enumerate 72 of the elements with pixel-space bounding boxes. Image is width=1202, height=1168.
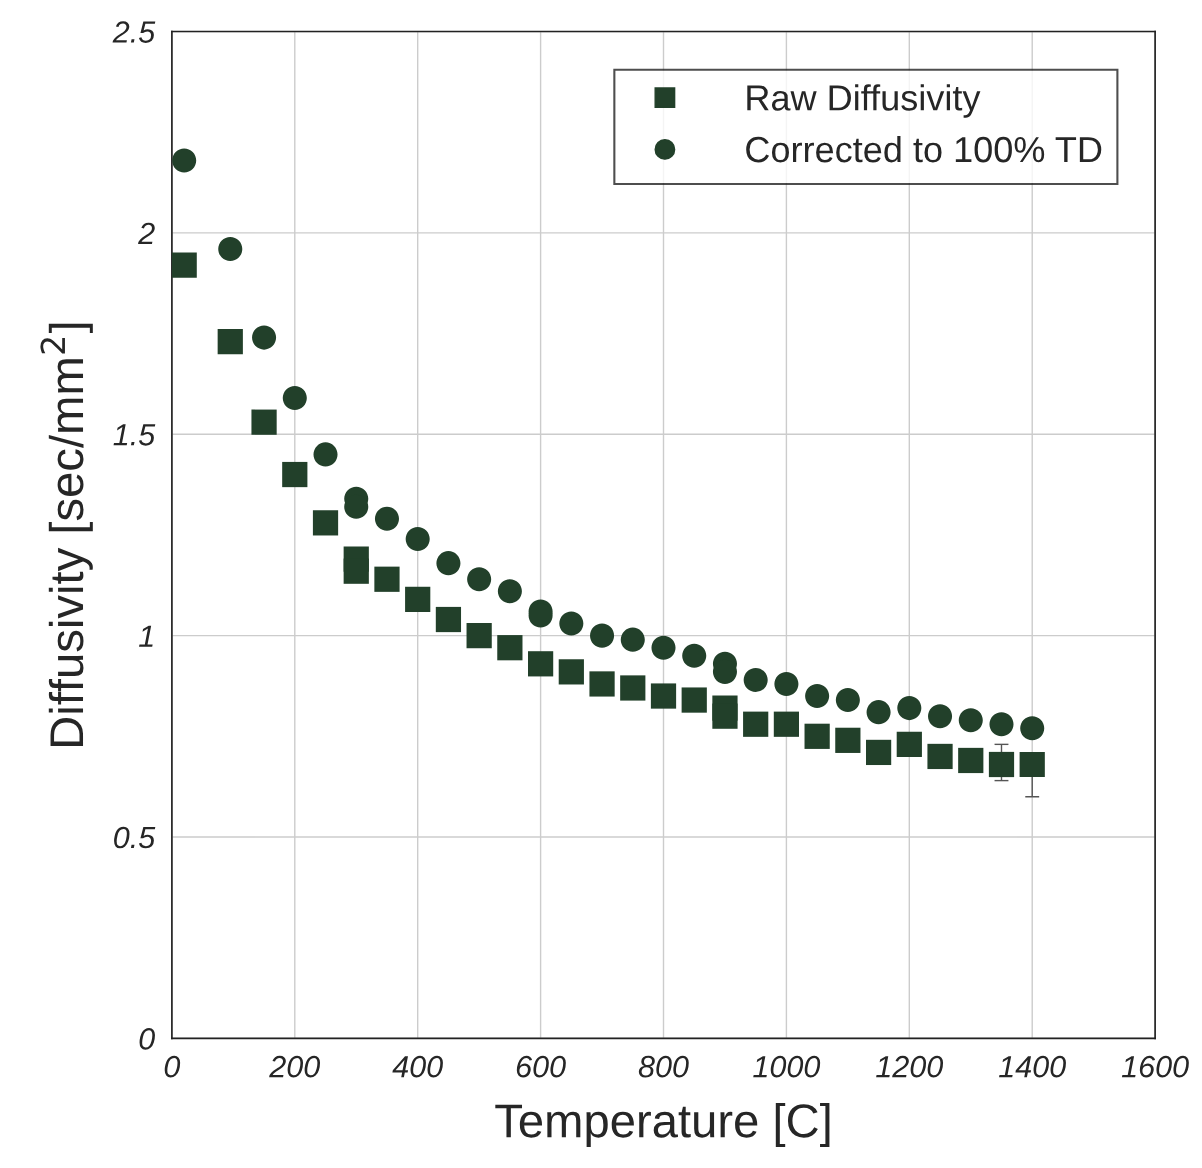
point <box>467 567 492 592</box>
legend-label: Corrected to 100% TD <box>746 135 1102 163</box>
x-tick-label: 1400 <box>999 1055 1066 1078</box>
point <box>171 252 197 278</box>
x-tick-label: 200 <box>269 1055 321 1078</box>
y-tick-label: 1.5 <box>113 424 156 446</box>
point <box>896 731 922 757</box>
x-axis-title: Temperature [C] <box>495 1102 830 1147</box>
point <box>1020 716 1045 741</box>
x-tick-label: 600 <box>516 1055 566 1078</box>
y-tick-label: 2.5 <box>112 21 156 43</box>
point <box>682 643 707 668</box>
point <box>620 627 645 652</box>
point <box>805 684 830 709</box>
point <box>620 675 646 701</box>
legend-label: Raw Diffusivity <box>747 84 981 118</box>
x-tick-label: 1200 <box>876 1055 944 1078</box>
point <box>282 461 308 488</box>
y-tick-label: 1 <box>139 625 153 647</box>
point <box>773 711 800 737</box>
point <box>313 442 338 467</box>
y-axis-title: Diffusivity [sec/mm$^{2}$] <box>40 323 93 746</box>
y-tick-label: 0.5 <box>114 826 156 849</box>
point <box>927 743 953 770</box>
point <box>435 606 462 633</box>
x-tick-label: 400 <box>392 1055 443 1078</box>
point <box>436 551 461 576</box>
point <box>251 409 277 435</box>
point <box>897 696 922 721</box>
point <box>312 510 339 536</box>
point <box>343 558 369 584</box>
point <box>590 623 615 648</box>
point <box>405 586 431 612</box>
point <box>988 751 1015 778</box>
point <box>559 611 584 636</box>
point <box>835 688 860 713</box>
point <box>558 659 584 685</box>
point <box>958 708 983 733</box>
x-tick-label: 800 <box>638 1055 689 1078</box>
point <box>172 148 197 173</box>
point <box>712 703 738 729</box>
point <box>527 651 554 677</box>
point <box>958 747 984 774</box>
point <box>804 723 830 749</box>
x-tick-label: 0 <box>164 1055 181 1078</box>
point <box>282 385 307 411</box>
point <box>743 667 768 692</box>
point <box>374 506 399 531</box>
point <box>497 635 523 661</box>
point <box>835 727 861 753</box>
point <box>218 236 243 262</box>
point <box>589 671 615 697</box>
y-tick-label: 2 <box>138 222 155 244</box>
point <box>252 325 277 350</box>
point <box>497 579 522 604</box>
point <box>405 526 430 551</box>
point <box>774 671 799 696</box>
point <box>1019 751 1045 778</box>
point <box>743 711 769 737</box>
point <box>928 704 953 729</box>
point <box>374 566 400 592</box>
x-tick-label: 1600 <box>1121 1055 1189 1078</box>
point <box>989 712 1014 737</box>
point <box>650 683 677 709</box>
point <box>651 635 676 660</box>
y-tick-label: 0 <box>139 1028 155 1050</box>
point <box>217 329 243 355</box>
point <box>866 700 891 725</box>
point <box>466 623 492 649</box>
x-tick-label: 1000 <box>753 1055 821 1078</box>
point <box>681 687 707 713</box>
point <box>865 739 892 766</box>
